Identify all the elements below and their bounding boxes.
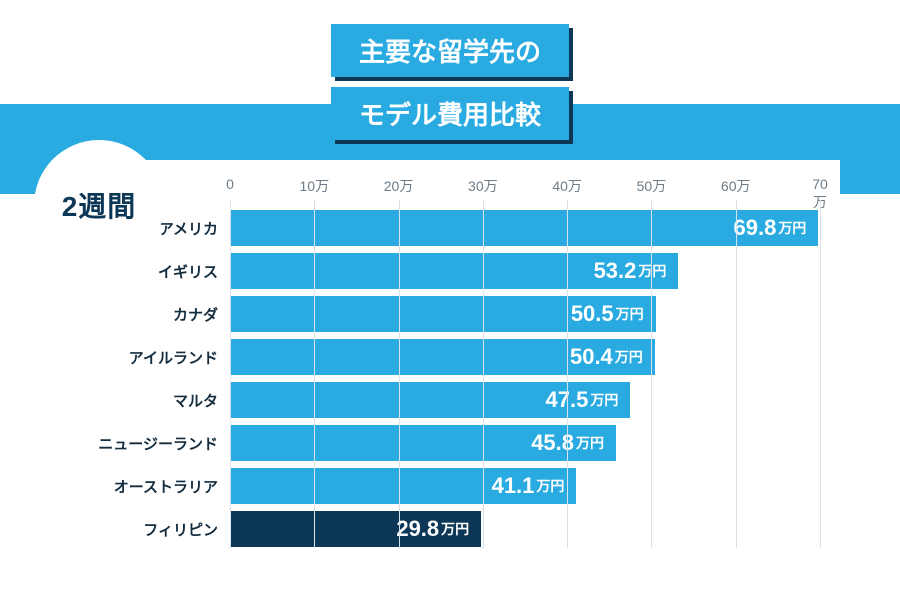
- grid-line: [399, 200, 400, 548]
- grid-line: [314, 200, 315, 548]
- x-axis-tick: 20万: [384, 176, 414, 196]
- x-axis-tick: 0: [226, 176, 234, 192]
- bar-track: 50.5万円: [230, 294, 820, 334]
- bar-value: 50.5: [571, 301, 614, 327]
- bar-value: 29.8: [396, 516, 439, 542]
- bar-track: 29.8万円: [230, 509, 820, 549]
- bar-value-unit: 万円: [615, 347, 643, 367]
- bar-track: 45.8万円: [230, 423, 820, 463]
- grid-line: [820, 200, 821, 548]
- bar-value: 69.8: [733, 215, 776, 241]
- grid-line: [736, 200, 737, 548]
- bar: 69.8万円: [230, 210, 818, 246]
- grid-line: [567, 200, 568, 548]
- x-axis-tick: 30万: [468, 176, 498, 196]
- bar-value-unit: 万円: [536, 476, 564, 496]
- bar: 45.8万円: [230, 425, 616, 461]
- bar-value-unit: 万円: [576, 433, 604, 453]
- bar-row: アメリカ69.8万円: [60, 208, 820, 248]
- bar-track: 47.5万円: [230, 380, 820, 420]
- bar-chart: 010万20万30万40万50万60万70万 アメリカ69.8万円イギリス53.…: [60, 160, 840, 560]
- duration-badge: 2週間: [34, 140, 164, 270]
- bar-track: 50.4万円: [230, 337, 820, 377]
- title-line-2: モデル費用比較: [331, 87, 569, 140]
- bar-value: 53.2: [594, 258, 637, 284]
- bar-value-unit: 万円: [778, 218, 806, 238]
- x-axis-tick: 50万: [637, 176, 667, 196]
- bar-row: マルタ47.5万円: [60, 380, 820, 420]
- bar-row: イギリス53.2万円: [60, 251, 820, 291]
- bar-row: オーストラリア41.1万円: [60, 466, 820, 506]
- title-line-1-wrap: 主要な留学先の: [331, 24, 569, 77]
- x-axis-tick: 40万: [552, 176, 582, 196]
- bar: 53.2万円: [230, 253, 678, 289]
- title-line-1: 主要な留学先の: [331, 24, 569, 77]
- bar-value: 50.4: [570, 344, 613, 370]
- bar: 50.5万円: [230, 296, 656, 332]
- bar-track: 69.8万円: [230, 208, 820, 248]
- bar-value: 41.1: [492, 473, 535, 499]
- title-line-2-wrap: モデル費用比較: [331, 87, 569, 140]
- bar-label: オーストラリア: [60, 476, 230, 497]
- bar-row: アイルランド50.4万円: [60, 337, 820, 377]
- chart-title: 主要な留学先の モデル費用比較: [331, 24, 569, 140]
- duration-badge-text: 2週間: [62, 185, 137, 225]
- bar-row: カナダ50.5万円: [60, 294, 820, 334]
- grid-line: [230, 200, 231, 548]
- x-axis-tick: 10万: [299, 176, 329, 196]
- bar-row: ニュージーランド45.8万円: [60, 423, 820, 463]
- bar: 50.4万円: [230, 339, 655, 375]
- x-axis: 010万20万30万40万50万60万70万: [230, 176, 820, 196]
- x-axis-tick: 60万: [721, 176, 751, 196]
- bar-label: フィリピン: [60, 519, 230, 540]
- bar: 47.5万円: [230, 382, 630, 418]
- grid-line: [483, 200, 484, 548]
- bars-container: アメリカ69.8万円イギリス53.2万円カナダ50.5万円アイルランド50.4万…: [60, 208, 820, 548]
- bar-value-unit: 万円: [590, 390, 618, 410]
- grid-line: [651, 200, 652, 548]
- bar-label: カナダ: [60, 304, 230, 325]
- bar: 29.8万円: [230, 511, 481, 547]
- bar-track: 41.1万円: [230, 466, 820, 506]
- bar-row: フィリピン29.8万円: [60, 509, 820, 549]
- bar-label: ニュージーランド: [60, 433, 230, 454]
- bar-value-unit: 万円: [441, 519, 469, 539]
- bar-label: アイルランド: [60, 347, 230, 368]
- bar-label: マルタ: [60, 390, 230, 411]
- bar-value-unit: 万円: [616, 304, 644, 324]
- bar: 41.1万円: [230, 468, 576, 504]
- bar-track: 53.2万円: [230, 251, 820, 291]
